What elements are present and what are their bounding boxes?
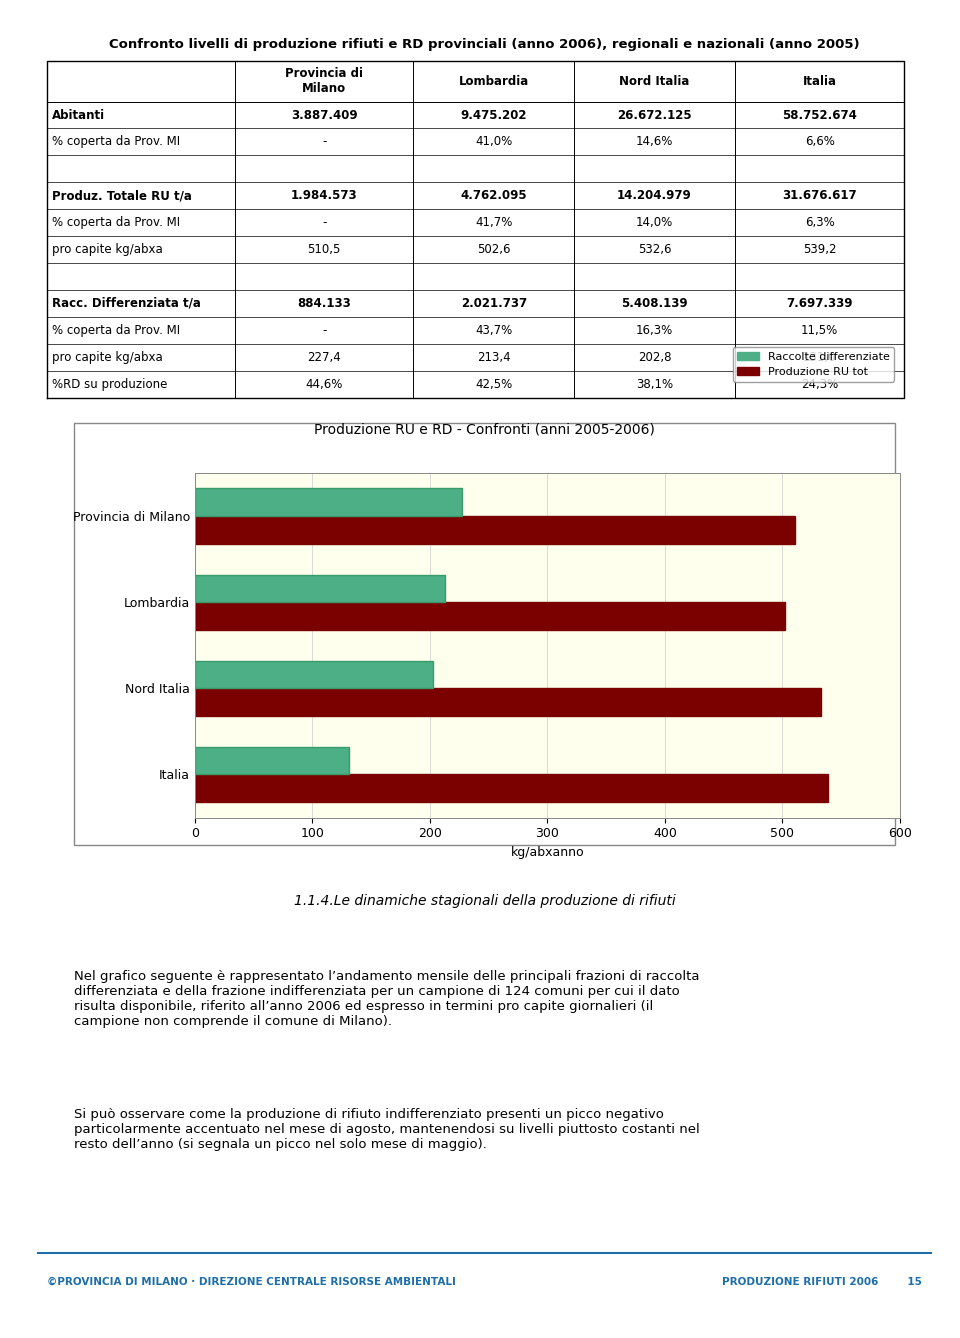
Text: 11,5%: 11,5% — [801, 324, 838, 337]
Bar — [195, 775, 828, 801]
Text: PRODUZIONE RIFIUTI 2006        15: PRODUZIONE RIFIUTI 2006 15 — [722, 1276, 923, 1287]
Bar — [195, 488, 462, 516]
Text: 16,3%: 16,3% — [636, 324, 673, 337]
Bar — [195, 688, 821, 716]
Text: 510,5: 510,5 — [307, 244, 341, 256]
Text: 24,3%: 24,3% — [801, 377, 838, 391]
Text: Confronto livelli di produzione rifiuti e RD provinciali (anno 2006), regionali : Confronto livelli di produzione rifiuti … — [109, 39, 860, 51]
Text: 44,6%: 44,6% — [305, 377, 343, 391]
Text: 43,7%: 43,7% — [475, 324, 513, 337]
Text: 213,4: 213,4 — [477, 351, 511, 364]
Text: Racc. Differenziata t/a: Racc. Differenziata t/a — [52, 297, 201, 310]
Text: %RD su produzione: %RD su produzione — [52, 377, 167, 391]
Text: 884.133: 884.133 — [298, 297, 351, 310]
Text: -: - — [322, 135, 326, 149]
Bar — [195, 602, 785, 630]
Text: 7.697.339: 7.697.339 — [786, 297, 852, 310]
Text: Provincia di
Milano: Provincia di Milano — [285, 67, 363, 95]
Text: 2.021.737: 2.021.737 — [461, 297, 527, 310]
Text: 202,8: 202,8 — [637, 351, 671, 364]
X-axis label: kg/abxanno: kg/abxanno — [511, 846, 584, 859]
Text: % coperta da Prov. MI: % coperta da Prov. MI — [52, 135, 180, 149]
Text: 3.887.409: 3.887.409 — [291, 108, 357, 122]
Text: 502,6: 502,6 — [477, 244, 511, 256]
Text: 532,6: 532,6 — [637, 244, 671, 256]
Bar — [195, 516, 795, 543]
Text: 9.475.202: 9.475.202 — [461, 108, 527, 122]
Text: % coperta da Prov. MI: % coperta da Prov. MI — [52, 324, 180, 337]
Text: 227,4: 227,4 — [307, 351, 341, 364]
Text: Lombardia: Lombardia — [459, 75, 529, 88]
Text: Nel grafico seguente è rappresentato l’andamento mensile delle principali frazio: Nel grafico seguente è rappresentato l’a… — [74, 970, 700, 1028]
Text: 6,3%: 6,3% — [804, 217, 834, 229]
Text: 26.672.125: 26.672.125 — [617, 108, 692, 122]
Text: Nord Italia: Nord Italia — [619, 75, 689, 88]
Text: 4.762.095: 4.762.095 — [461, 189, 527, 202]
Bar — [195, 747, 348, 775]
Text: pro capite kg/abxa: pro capite kg/abxa — [52, 351, 162, 364]
Text: 1.984.573: 1.984.573 — [291, 189, 357, 202]
Text: 131,0: 131,0 — [803, 351, 836, 364]
Text: 14.204.979: 14.204.979 — [617, 189, 692, 202]
Text: Abitanti: Abitanti — [52, 108, 105, 122]
Text: ©PROVINCIA DI MILANO · DIREZIONE CENTRALE RISORSE AMBIENTALI: ©PROVINCIA DI MILANO · DIREZIONE CENTRAL… — [47, 1276, 456, 1287]
Text: -: - — [322, 217, 326, 229]
Text: pro capite kg/abxa: pro capite kg/abxa — [52, 244, 162, 256]
Text: 14,0%: 14,0% — [636, 217, 673, 229]
Text: Produz. Totale RU t/a: Produz. Totale RU t/a — [52, 189, 192, 202]
Text: 1.1.4.Le dinamiche stagionali della produzione di rifiuti: 1.1.4.Le dinamiche stagionali della prod… — [294, 894, 676, 907]
Text: 539,2: 539,2 — [803, 244, 836, 256]
Text: 31.676.617: 31.676.617 — [782, 189, 857, 202]
Bar — [195, 661, 433, 688]
Text: 5.408.139: 5.408.139 — [621, 297, 687, 310]
Text: Italia: Italia — [803, 75, 836, 88]
Text: 14,6%: 14,6% — [636, 135, 673, 149]
Text: 38,1%: 38,1% — [636, 377, 673, 391]
Text: 42,5%: 42,5% — [475, 377, 513, 391]
Legend: Raccolte differenziate, Produzione RU tot: Raccolte differenziate, Produzione RU to… — [732, 347, 895, 381]
Text: 6,6%: 6,6% — [804, 135, 834, 149]
Text: % coperta da Prov. MI: % coperta da Prov. MI — [52, 217, 180, 229]
Text: Si può osservare come la produzione di rifiuto indifferenziato presenti un picco: Si può osservare come la produzione di r… — [74, 1108, 700, 1151]
Bar — [195, 574, 445, 602]
Text: 41,0%: 41,0% — [475, 135, 513, 149]
Text: 41,7%: 41,7% — [475, 217, 513, 229]
Text: Produzione RU e RD - Confronti (anni 2005-2006): Produzione RU e RD - Confronti (anni 200… — [314, 423, 656, 436]
Text: 58.752.674: 58.752.674 — [782, 108, 857, 122]
Text: -: - — [322, 324, 326, 337]
